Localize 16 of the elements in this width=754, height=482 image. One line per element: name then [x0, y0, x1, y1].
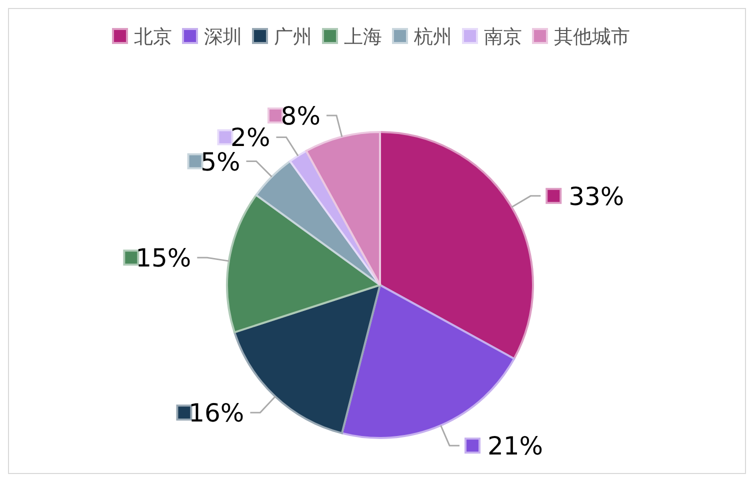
pie-slice [379, 131, 534, 360]
data-label: 16% [188, 398, 244, 428]
legend-label: 其他城市 [554, 26, 630, 48]
data-label: 15% [136, 244, 192, 273]
data-label: 8% [280, 102, 320, 130]
pie-slice [305, 131, 381, 286]
data-label: 33% [568, 182, 624, 211]
legend-label: 上海 [344, 26, 382, 48]
data-label: 21% [488, 432, 544, 461]
legend-label: 广州 [274, 26, 312, 48]
legend-label: 南京 [484, 26, 522, 48]
legend-label: 深圳 [204, 26, 242, 48]
legend-label: 北京 [134, 26, 172, 48]
legend-label: 杭州 [413, 26, 452, 48]
pie-slice [226, 194, 381, 334]
pie-slice [255, 160, 381, 286]
